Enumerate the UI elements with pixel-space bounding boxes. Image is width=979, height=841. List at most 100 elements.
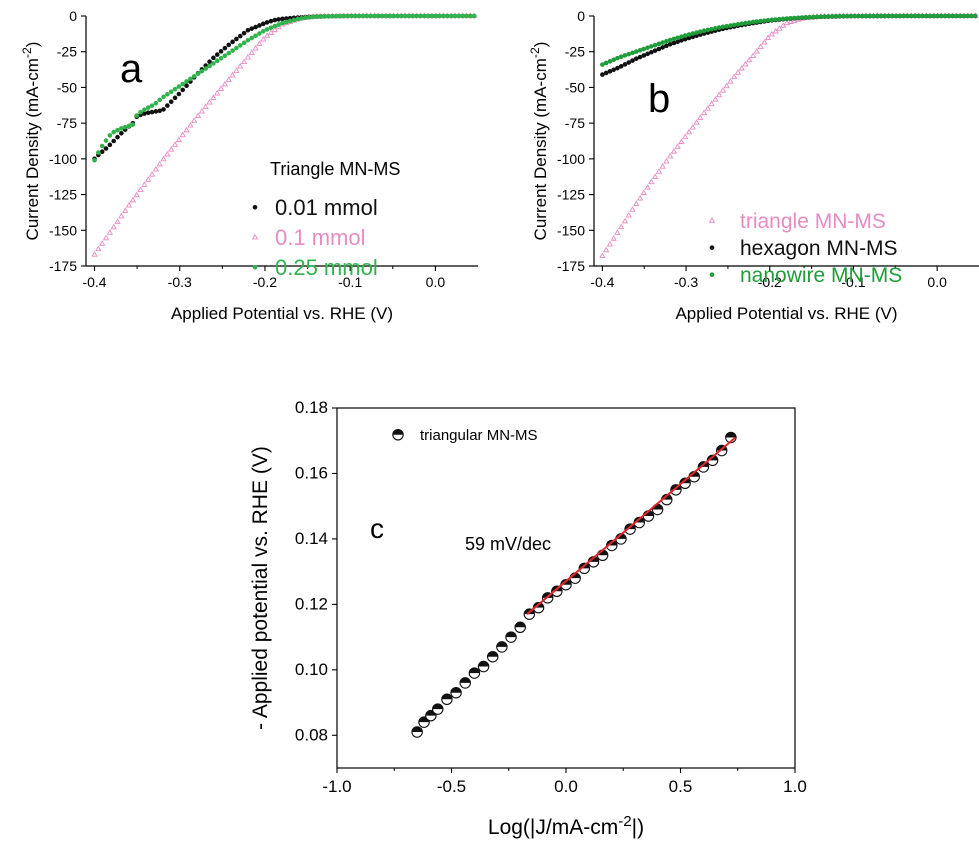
- data-point: [110, 223, 117, 230]
- data-point: [596, 549, 609, 562]
- data-point: [275, 23, 282, 30]
- data-point: [682, 33, 688, 38]
- data-point: [622, 53, 628, 58]
- data-point: [383, 13, 389, 19]
- data-point: [99, 149, 105, 155]
- data-point: [203, 66, 209, 71]
- data-point-fill: [487, 651, 498, 657]
- data-point: [310, 14, 316, 20]
- y-axis-label: - Applied potential vs. RHE (V): [249, 446, 272, 730]
- data-point: [651, 173, 659, 179]
- data-point: [210, 94, 217, 100]
- y-tick-label: -125: [49, 187, 77, 203]
- data-point-fill: [411, 726, 423, 732]
- data-point: [191, 73, 197, 79]
- data-point: [649, 49, 654, 55]
- data-point: [130, 122, 136, 127]
- x-axis-label-main: Log(|J/mA-cm: [488, 816, 618, 839]
- data-point: [923, 13, 929, 19]
- data-point: [701, 28, 707, 34]
- data-point: [441, 693, 453, 706]
- data-point: [134, 113, 140, 118]
- data-point: [705, 27, 711, 33]
- data-point: [156, 160, 163, 167]
- data-point: [671, 36, 677, 42]
- data-point: [660, 40, 665, 45]
- data-point: [946, 13, 952, 19]
- data-point-fill: [469, 667, 480, 674]
- data-point: [264, 27, 270, 32]
- chart-panel-b: -0.4 -0.3 -0.2 -0.1 0.0 0 -25 -50 -75 -100 -125 -15…: [528, 8, 979, 323]
- legend-marker: [709, 272, 715, 277]
- data-point: [477, 660, 490, 673]
- data-point: [649, 44, 654, 49]
- data-point: [618, 223, 625, 230]
- data-point: [630, 58, 635, 63]
- data-point: [276, 22, 281, 27]
- y-tick-label: -125: [557, 187, 585, 203]
- data-point: [773, 17, 778, 22]
- data-point: [271, 26, 278, 33]
- data-point: [276, 17, 281, 22]
- data-point: [425, 709, 437, 722]
- data-point: [165, 103, 170, 108]
- data-point: [306, 14, 312, 20]
- data-point: [260, 35, 267, 42]
- data-point: [916, 13, 922, 19]
- data-point: [957, 13, 963, 19]
- y-tick-label: -25: [57, 44, 77, 60]
- data-point: [780, 16, 786, 22]
- data-point: [119, 130, 124, 136]
- data-point: [142, 111, 147, 116]
- data-point: [333, 13, 339, 19]
- data-point: [161, 107, 166, 112]
- series-0-25-mmol: [92, 13, 477, 163]
- y-tick-label: 0: [577, 8, 585, 24]
- data-point: [226, 42, 232, 48]
- data-point: [606, 240, 614, 247]
- data-point: [833, 14, 839, 19]
- y-tick-label: -150: [49, 222, 77, 238]
- data-point: [194, 112, 202, 118]
- data-point: [280, 20, 285, 26]
- data-point: [460, 13, 465, 19]
- data-point: [448, 13, 454, 19]
- data-point: [356, 13, 362, 19]
- data-point: [153, 109, 159, 114]
- linear-fit-line: [526, 436, 737, 615]
- data-point: [257, 31, 262, 36]
- data-point: [486, 650, 499, 663]
- data-point-fill: [505, 631, 517, 638]
- data-point: [935, 13, 940, 19]
- data-point: [422, 13, 427, 19]
- data-point: [682, 133, 689, 140]
- data-point: [291, 17, 297, 23]
- data-point: [153, 100, 159, 106]
- data-point: [264, 20, 270, 25]
- data-point: [184, 83, 189, 89]
- x-tick-label: 0.0: [927, 274, 947, 290]
- data-point: [410, 13, 416, 19]
- data-point: [505, 631, 517, 643]
- y-tick-label: 0.10: [295, 660, 328, 679]
- data-point: [148, 171, 156, 177]
- data-point: [630, 50, 635, 56]
- data-point: [214, 58, 220, 64]
- data-point: [395, 13, 400, 19]
- data-point: [514, 621, 526, 634]
- data-point: [222, 45, 228, 51]
- data-point: [418, 716, 430, 728]
- data-point: [765, 17, 771, 23]
- data-point: [645, 45, 650, 51]
- series-nanowire-mn-ms: [600, 13, 978, 67]
- x-tick-label: -0.3: [168, 274, 192, 290]
- data-point: [667, 37, 673, 43]
- data-point: [792, 15, 797, 21]
- data-point: [118, 212, 125, 219]
- x-axis-label: Log(|J/mA-cm-2|): [488, 813, 644, 840]
- data-point: [644, 184, 651, 190]
- y-tick-label: -25: [565, 44, 585, 60]
- data-point: [723, 82, 730, 89]
- data-point: [244, 53, 252, 60]
- data-point: [972, 13, 978, 19]
